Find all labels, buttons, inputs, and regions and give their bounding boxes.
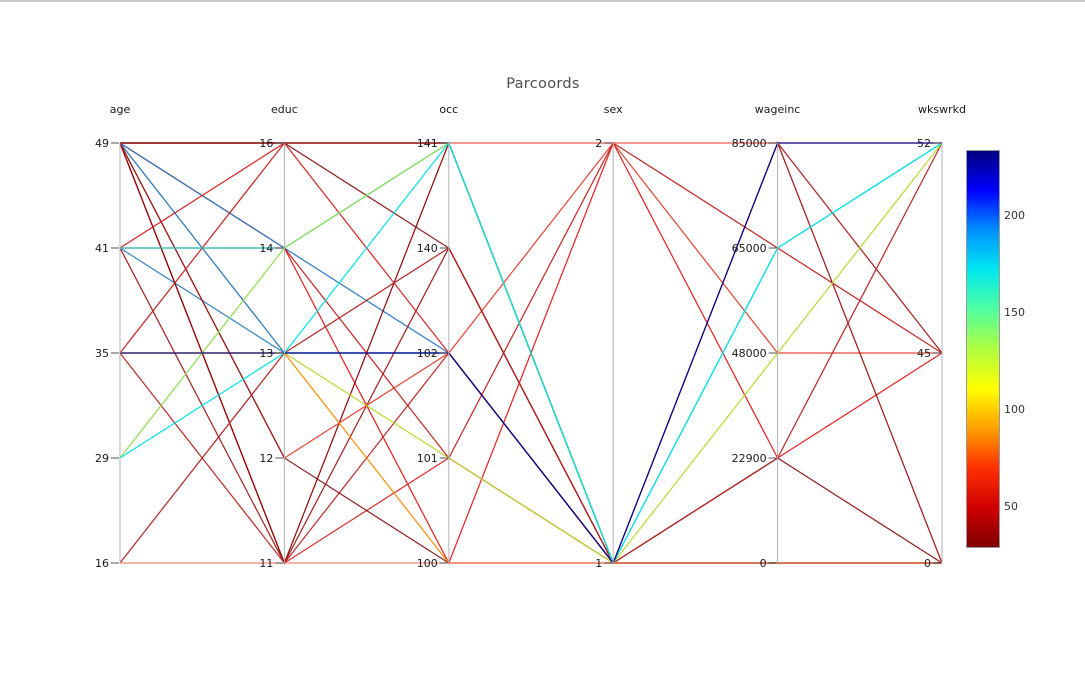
axis-title-wageinc: wageinc	[755, 103, 801, 116]
tick-label-sex-1: 1	[595, 557, 602, 570]
tick-label-wageinc-0: 0	[760, 557, 767, 570]
tick-label-wageinc-85000: 85000	[732, 137, 767, 150]
axis-title-age: age	[110, 103, 131, 116]
tick-label-educ-14: 14	[259, 242, 273, 255]
tick-label-age-16: 16	[95, 557, 109, 570]
tick-label-wkswrkd-52: 52	[917, 137, 931, 150]
tick-label-occ-141: 141	[417, 137, 438, 150]
tick-label-wkswrkd-45: 45	[917, 347, 931, 360]
axis-title-occ: occ	[439, 103, 458, 116]
tick-label-occ-102: 102	[417, 347, 438, 360]
data-line	[119, 142, 943, 564]
tick-label-wageinc-22900: 22900	[732, 452, 767, 465]
colorbar	[966, 150, 1000, 548]
axis-title-wkswrkd: wkswrkd	[918, 103, 966, 116]
window-top-border	[0, 0, 1085, 2]
tick-label-educ-16: 16	[259, 137, 273, 150]
tick-label-age-49: 49	[95, 137, 109, 150]
tick-label-occ-100: 100	[417, 557, 438, 570]
tick-label-educ-12: 12	[259, 452, 273, 465]
axis-title-sex: sex	[604, 103, 623, 116]
tick-label-occ-101: 101	[417, 452, 438, 465]
tick-label-wageinc-65000: 65000	[732, 242, 767, 255]
data-line	[120, 142, 942, 565]
tick-label-age-41: 41	[95, 242, 109, 255]
tick-label-educ-11: 11	[259, 557, 273, 570]
colorbar-tick-200: 200	[1004, 209, 1025, 223]
tick-label-age-35: 35	[95, 347, 109, 360]
tick-label-wkswrkd-0: 0	[924, 557, 931, 570]
axis-title-educ: educ	[271, 103, 298, 116]
tick-label-educ-13: 13	[259, 347, 273, 360]
tick-label-occ-140: 140	[417, 242, 438, 255]
tick-label-sex-2: 2	[595, 137, 602, 150]
tick-label-wageinc-48000: 48000	[732, 347, 767, 360]
chart-title: Parcoords	[506, 76, 580, 92]
colorbar-tick-100: 100	[1004, 403, 1025, 417]
tick-label-age-29: 29	[95, 452, 109, 465]
colorbar-tick-50: 50	[1004, 500, 1018, 514]
colorbar-tick-150: 150	[1004, 306, 1025, 320]
data-line	[119, 141, 943, 565]
